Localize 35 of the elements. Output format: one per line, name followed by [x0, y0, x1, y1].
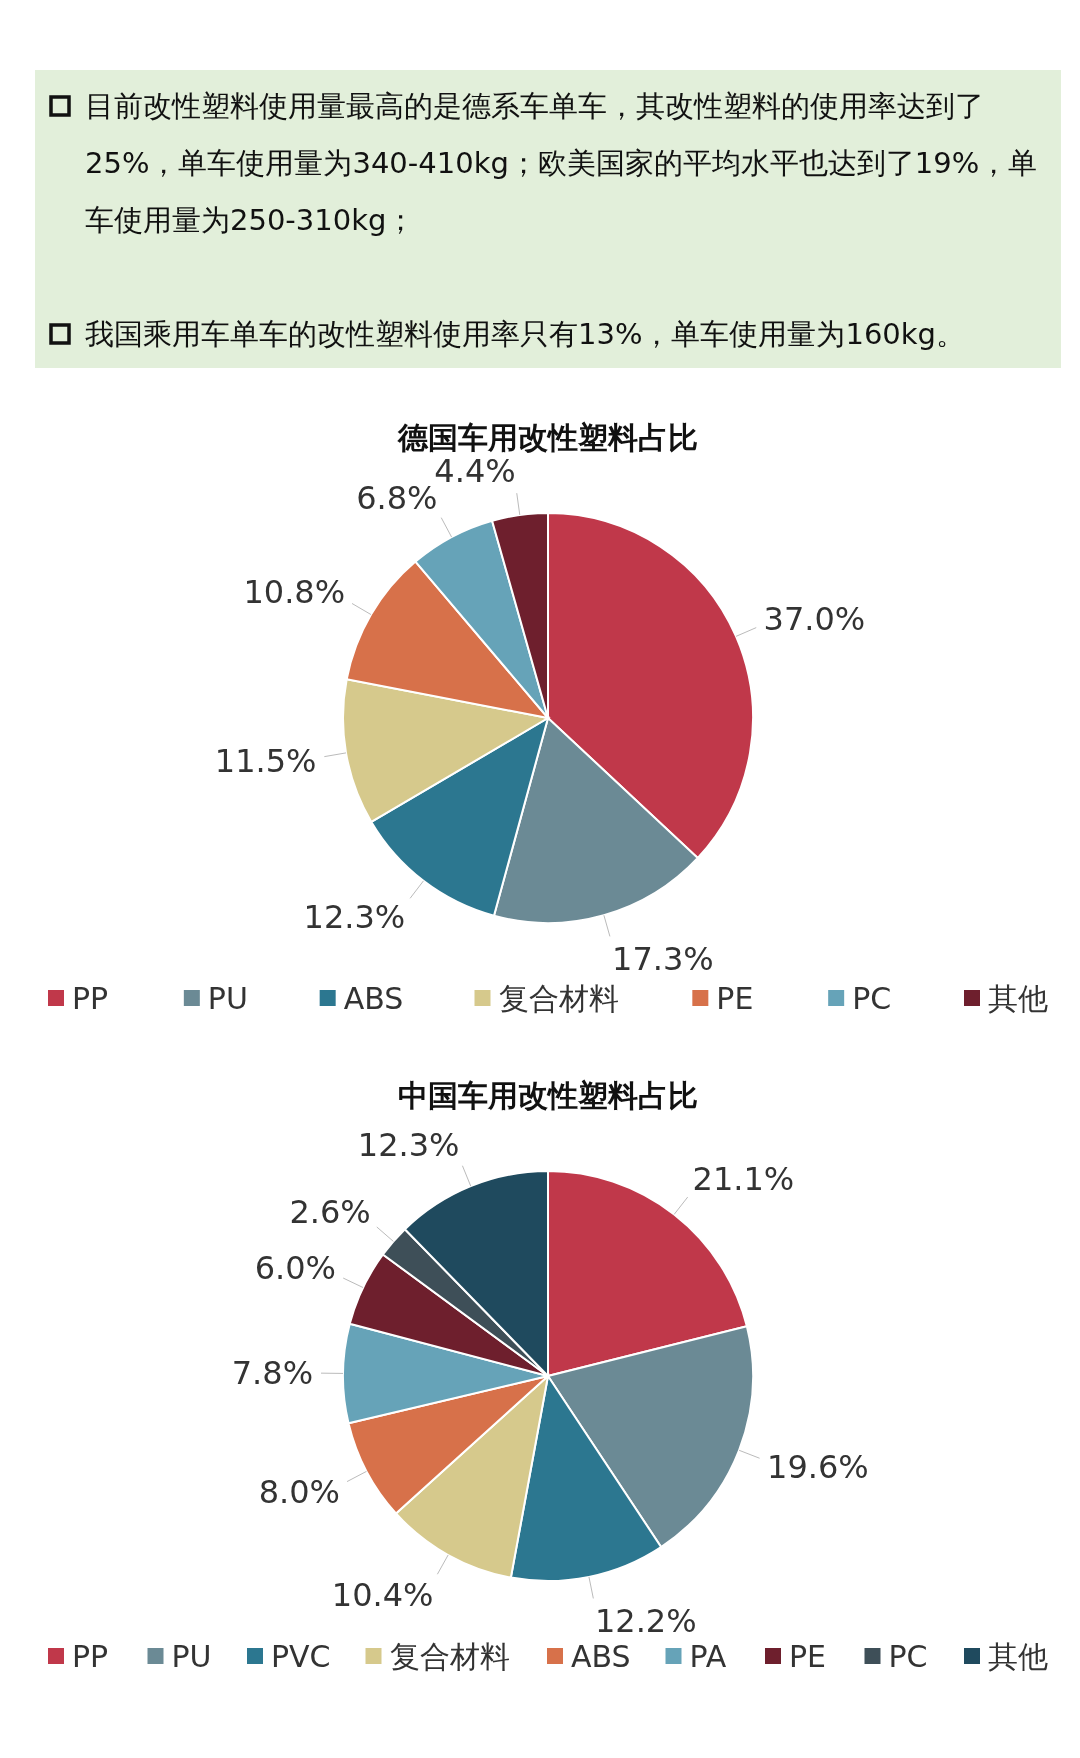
- data-label: 19.6%: [767, 1447, 869, 1486]
- data-label: 12.2%: [594, 1602, 697, 1641]
- legend-label: PU: [207, 980, 248, 1016]
- legend-label: PU: [171, 1638, 212, 1674]
- data-label: 21.1%: [692, 1160, 795, 1199]
- data-label: 2.6%: [289, 1193, 371, 1232]
- data-label: 10.4%: [331, 1575, 434, 1614]
- legend-label: 复合材料: [498, 980, 619, 1016]
- data-label: 7.8%: [231, 1354, 314, 1393]
- data-label: 6.8%: [356, 478, 438, 517]
- legend-label: PC: [852, 980, 892, 1016]
- legend-label: 复合材料: [389, 1638, 510, 1674]
- legend-label: PE: [789, 1638, 827, 1674]
- chart-title: 德国车用改性塑料占比: [397, 420, 698, 455]
- legend-label: PP: [72, 980, 109, 1016]
- legend-label: PC: [888, 1638, 928, 1674]
- text: 我国乘用车单车的改性塑料使用率只有13%，单车使用量为160kg。: [85, 316, 966, 353]
- data-label: 8.0%: [258, 1473, 340, 1512]
- text: 目前改性塑料使用量最高的是德系车单车，其改性塑料的使用率达到了25%，单车使用量为340-410kg；欧美国家的平均水平也达到了19%，单车使用量为250-310kg；: [85, 88, 1039, 239]
- legend-label: PA: [689, 1638, 727, 1674]
- legend-label: PE: [716, 980, 754, 1016]
- legend-label: ABS: [343, 980, 404, 1016]
- data-label: 6.0%: [254, 1249, 336, 1288]
- chart-title: 中国车用改性塑料占比: [398, 1078, 698, 1113]
- legend-label: 其他: [988, 980, 1048, 1016]
- data-label: 11.5%: [214, 741, 317, 780]
- legend-label: PP: [72, 1638, 109, 1674]
- legend-label: PVC: [271, 1638, 331, 1674]
- data-label: 12.3%: [303, 897, 406, 936]
- data-label: 10.8%: [243, 573, 346, 612]
- legend-label: ABS: [571, 1638, 631, 1674]
- data-label: 12.3%: [357, 1125, 460, 1164]
- legend-label: 其他: [988, 1638, 1048, 1674]
- data-label: 37.0%: [763, 599, 866, 638]
- data-label: 17.3%: [612, 939, 714, 978]
